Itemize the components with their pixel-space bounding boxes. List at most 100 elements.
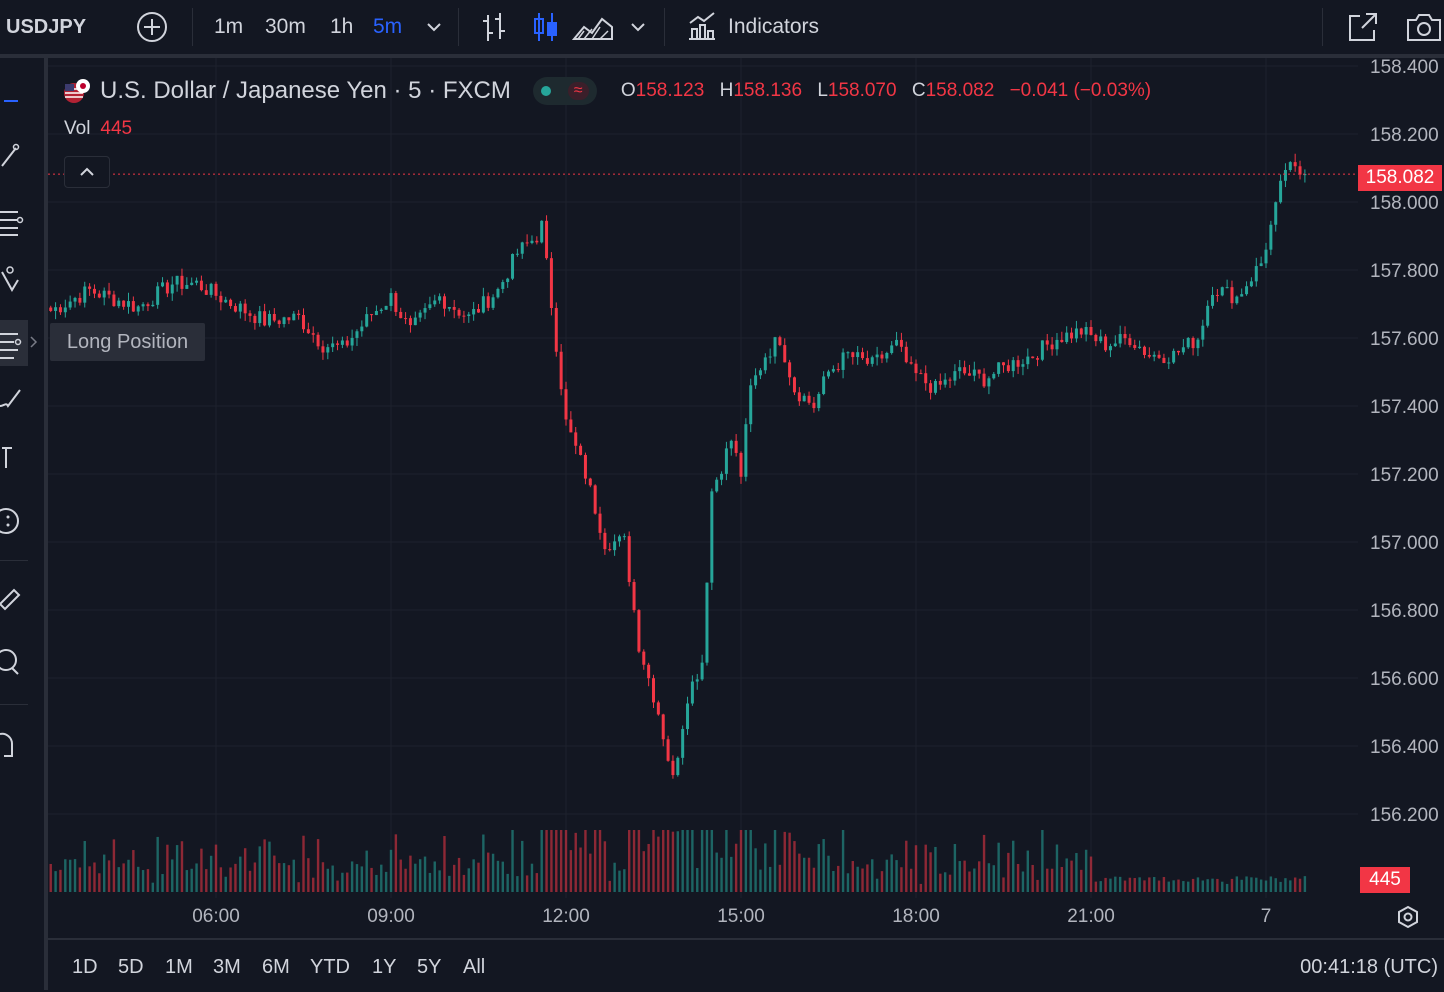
range-1d[interactable]: 1D [72,956,98,978]
candle-body [1123,334,1127,339]
range-ytd[interactable]: YTD [310,956,350,978]
candle-body [827,371,830,377]
volume-bar [428,872,432,892]
volume-bar [793,841,796,892]
pattern-tool-icon[interactable] [0,264,30,294]
interval-5m[interactable]: 5m [373,15,403,38]
screenshot-camera-icon[interactable] [1404,0,1444,54]
candle-body [238,303,242,312]
open-value: 158.123 [635,80,705,101]
volume-bar [754,848,757,892]
emoji-icon[interactable] [0,506,30,536]
volume-bar [166,844,169,892]
indicators-button[interactable]: Indicators [686,0,819,54]
volume-bar [914,845,918,892]
volume-bar [647,843,650,892]
ruler-icon[interactable] [0,582,30,612]
volume-bar [700,830,704,892]
candles-chart-type-icon[interactable] [532,0,560,54]
magnet-icon[interactable] [0,728,30,758]
chart-settings-gear-icon[interactable] [1394,904,1422,932]
volume-bar [472,859,475,892]
volume-bar [943,872,947,892]
range-5d[interactable]: 5D [118,956,144,978]
tool-tooltip: Long Position [50,323,205,361]
price-axis-label: 157.600 [1370,329,1439,350]
candle-body [1211,294,1215,306]
volume-bar [98,873,101,892]
volume-bar [1060,867,1064,892]
volume-bar [146,869,150,892]
candle-body [331,343,335,348]
fullscreen-icon[interactable] [1346,0,1380,54]
candle-body [1288,162,1292,171]
volume-bar [1177,879,1180,892]
volume-bar [919,883,923,892]
interval-30m[interactable]: 30m [265,15,306,38]
close-label: C [911,80,926,101]
interval-1h[interactable]: 1h [330,15,354,38]
candle-body [1026,356,1030,365]
bar-chart-type-icon[interactable] [480,0,510,54]
candle-body [1235,296,1239,304]
chevron-right-icon[interactable] [28,334,40,350]
compare-add-icon[interactable] [134,0,170,54]
volume-bar [618,870,621,892]
candle-body [1152,354,1156,357]
volume-bar [1255,877,1258,892]
volume-bar [1289,880,1292,892]
candle-body [807,395,811,403]
candle-body [1279,180,1283,203]
candle-body [1191,337,1195,349]
volume-bar [112,839,116,892]
brush-icon[interactable] [0,382,30,412]
candle-body [754,375,758,386]
collapse-legend-button[interactable] [64,156,110,188]
range-all[interactable]: All [463,956,486,978]
volume-bar [696,868,699,892]
range-1m[interactable]: 1M [165,956,193,978]
candle-body [156,286,160,305]
symbol-search[interactable]: USDJPY [6,15,87,38]
volume-bar [642,851,645,892]
candle-body [1099,336,1103,342]
candle-body [554,308,558,352]
candle-body [88,286,92,289]
range-3m[interactable]: 3M [213,956,241,978]
volume-bar [205,869,208,892]
price-chart[interactable]: 158.400 158.200 158.000 157.800 157.600 157.4… [48,58,1444,938]
volume-bar [1264,880,1268,892]
range-5y[interactable]: 5Y [417,956,442,978]
interval-1m[interactable]: 1m [214,15,244,38]
market-status-badge[interactable]: ≈ [532,77,597,105]
candle-body [690,681,694,704]
utc-clock[interactable]: 00:41:18 (UTC) [1300,956,1438,978]
text-tool-icon[interactable] [0,442,30,472]
area-chart-type-icon[interactable] [572,0,614,54]
chart-pane[interactable]: 158.400 158.200 158.000 157.800 157.600 157.4… [48,58,1444,938]
candle-body [1031,356,1035,359]
candle-body [773,337,777,357]
interval-chevron-down-icon[interactable] [424,0,444,54]
zoom-in-icon[interactable] [0,648,30,678]
time-axis-label: 18:00 [892,906,940,927]
range-1y[interactable]: 1Y [372,956,397,978]
volume-bar [1191,878,1195,892]
prediction-tools-active[interactable] [0,320,28,366]
crosshair-icon[interactable] [0,86,30,116]
volume-bar [987,863,991,892]
candle-body [277,320,281,325]
chart-type-chevron-down-icon[interactable] [628,0,648,54]
trend-line-icon[interactable] [0,140,30,170]
candle-body [729,440,733,449]
volume-bar [418,859,422,892]
volume-bar [360,866,364,892]
symbol-title[interactable]: U.S. Dollar / Japanese Yen · 5 · FXCM [100,77,511,104]
range-6m[interactable]: 6M [262,956,290,978]
candle-body [1070,332,1074,339]
volume-bar [686,830,689,892]
fib-retracement-icon[interactable] [0,206,30,236]
volume-bar [273,855,276,892]
volume-bar [982,834,986,892]
candle-body [851,352,855,358]
